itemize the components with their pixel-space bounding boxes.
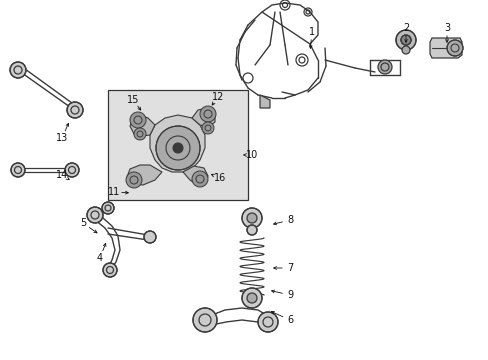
Circle shape	[173, 143, 183, 153]
Circle shape	[156, 126, 200, 170]
Polygon shape	[127, 165, 162, 185]
Text: 12: 12	[211, 92, 224, 102]
Text: 8: 8	[286, 215, 292, 225]
Circle shape	[130, 112, 146, 128]
Circle shape	[126, 172, 142, 188]
Circle shape	[246, 213, 257, 223]
Circle shape	[143, 231, 156, 243]
Circle shape	[395, 30, 415, 50]
Circle shape	[377, 60, 391, 74]
Circle shape	[87, 207, 103, 223]
Circle shape	[202, 122, 214, 134]
Circle shape	[246, 225, 257, 235]
Circle shape	[242, 208, 262, 228]
Circle shape	[446, 40, 462, 56]
Text: 9: 9	[286, 290, 292, 300]
Circle shape	[192, 171, 207, 187]
Polygon shape	[260, 95, 269, 108]
Circle shape	[67, 102, 83, 118]
Circle shape	[200, 106, 216, 122]
Polygon shape	[192, 108, 215, 127]
Text: 5: 5	[80, 218, 86, 228]
Polygon shape	[130, 115, 155, 136]
Circle shape	[242, 288, 262, 308]
Polygon shape	[183, 166, 207, 185]
Circle shape	[258, 312, 278, 332]
Text: 4: 4	[97, 253, 103, 263]
Text: 6: 6	[286, 315, 292, 325]
Circle shape	[102, 202, 114, 214]
Text: 7: 7	[286, 263, 292, 273]
Circle shape	[10, 62, 26, 78]
Text: 16: 16	[213, 173, 225, 183]
Text: 13: 13	[56, 133, 68, 143]
Circle shape	[134, 128, 146, 140]
Polygon shape	[429, 38, 461, 58]
Circle shape	[11, 163, 25, 177]
Circle shape	[246, 293, 257, 303]
Polygon shape	[150, 115, 204, 172]
Circle shape	[400, 35, 410, 45]
Text: 3: 3	[443, 23, 449, 33]
Circle shape	[401, 46, 409, 54]
Text: 11: 11	[108, 187, 120, 197]
Text: 10: 10	[245, 150, 258, 160]
Text: 1: 1	[308, 27, 314, 37]
Circle shape	[65, 163, 79, 177]
Text: 2: 2	[402, 23, 408, 33]
Circle shape	[103, 263, 117, 277]
Text: 15: 15	[126, 95, 139, 105]
Bar	[108, 90, 247, 200]
Text: 14: 14	[56, 170, 68, 180]
Circle shape	[193, 308, 217, 332]
